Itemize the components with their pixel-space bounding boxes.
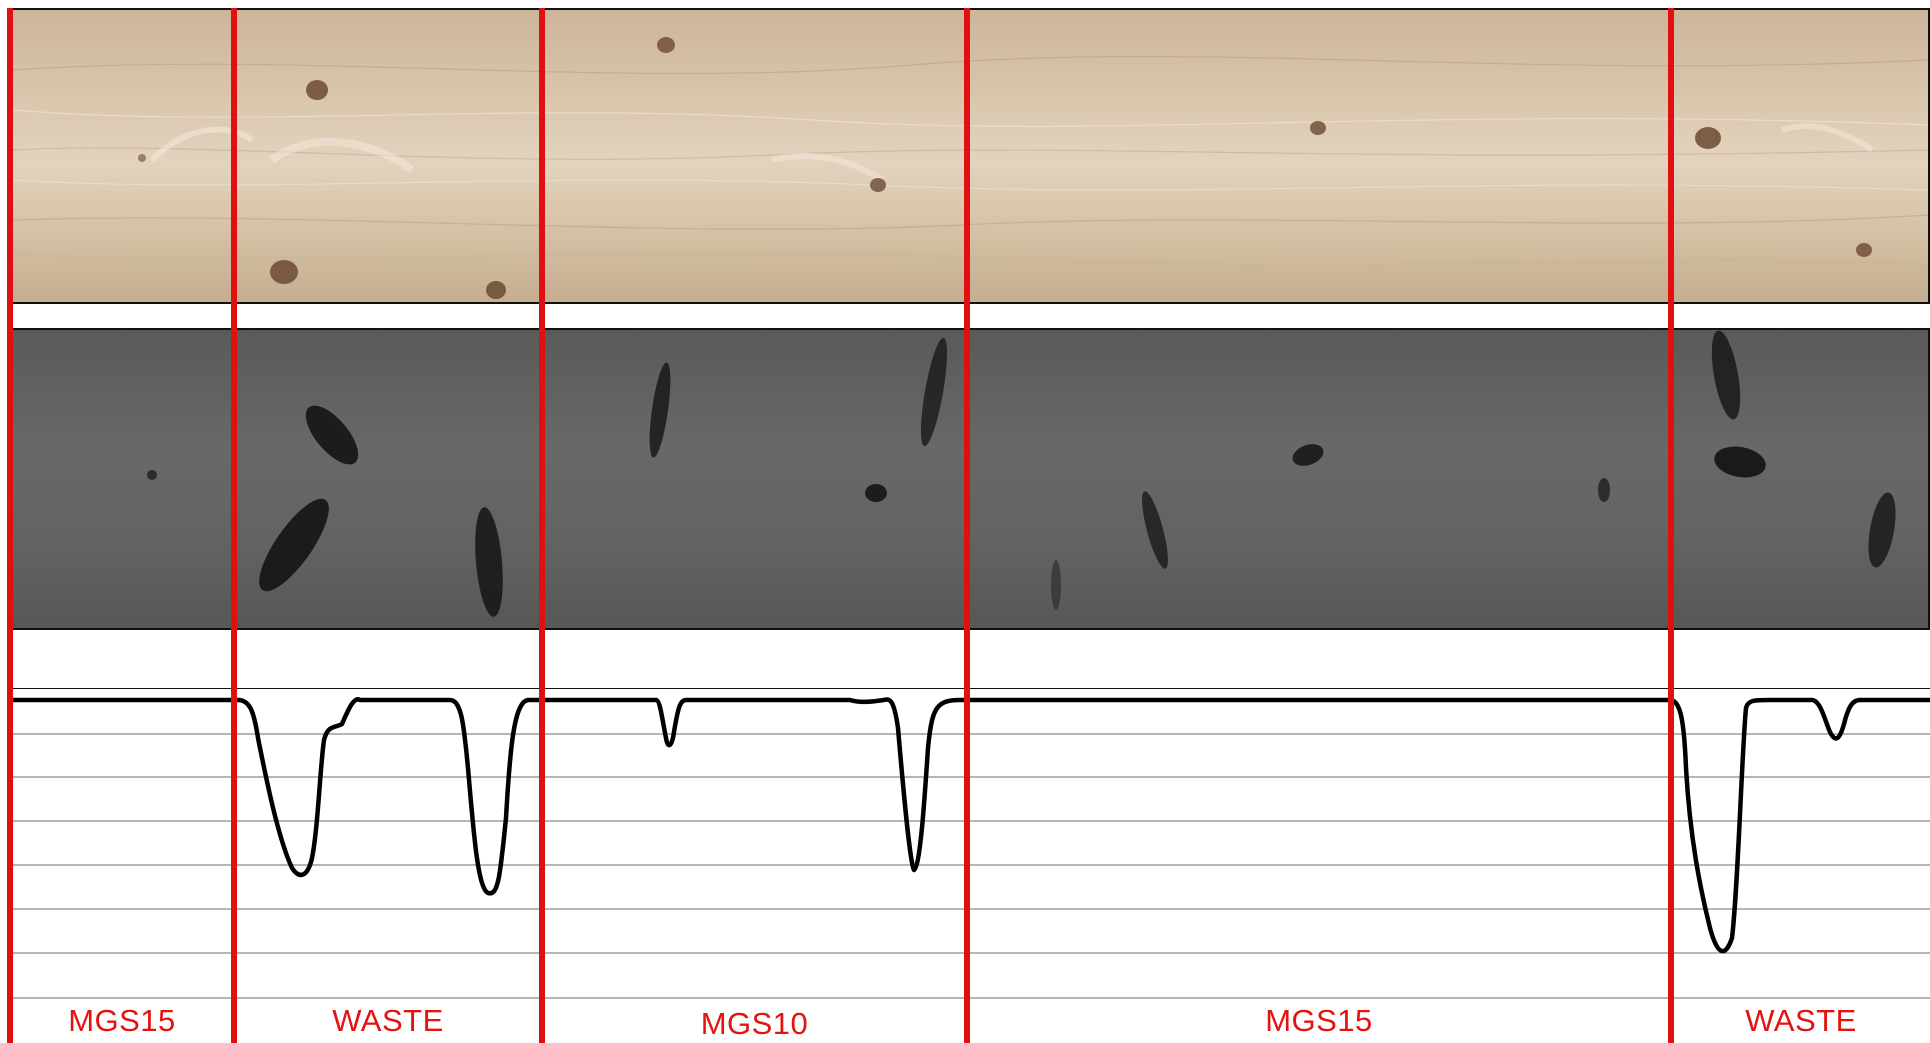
- profile-curve: [10, 697, 1930, 954]
- cut-line: [539, 8, 545, 1043]
- cut-line: [964, 8, 970, 1043]
- grade-label: WASTE: [1745, 1003, 1857, 1038]
- stiffness-profile-chart: [10, 688, 1930, 999]
- wood-grain-texture: [12, 37, 1928, 299]
- grade-label: MGS15: [68, 1003, 176, 1038]
- grade-label: WASTE: [332, 1003, 444, 1038]
- wood-board-photo: [10, 8, 1930, 304]
- xray-scan-image: [10, 328, 1930, 630]
- cut-line: [1668, 8, 1674, 1043]
- cut-line: [7, 8, 13, 1043]
- grade-label: MGS10: [700, 1006, 809, 1041]
- xray-knot-shadows: [147, 330, 1896, 617]
- cut-line: [231, 8, 237, 1043]
- profile-grid: [10, 688, 1930, 999]
- grade-label: MGS15: [1265, 1003, 1373, 1038]
